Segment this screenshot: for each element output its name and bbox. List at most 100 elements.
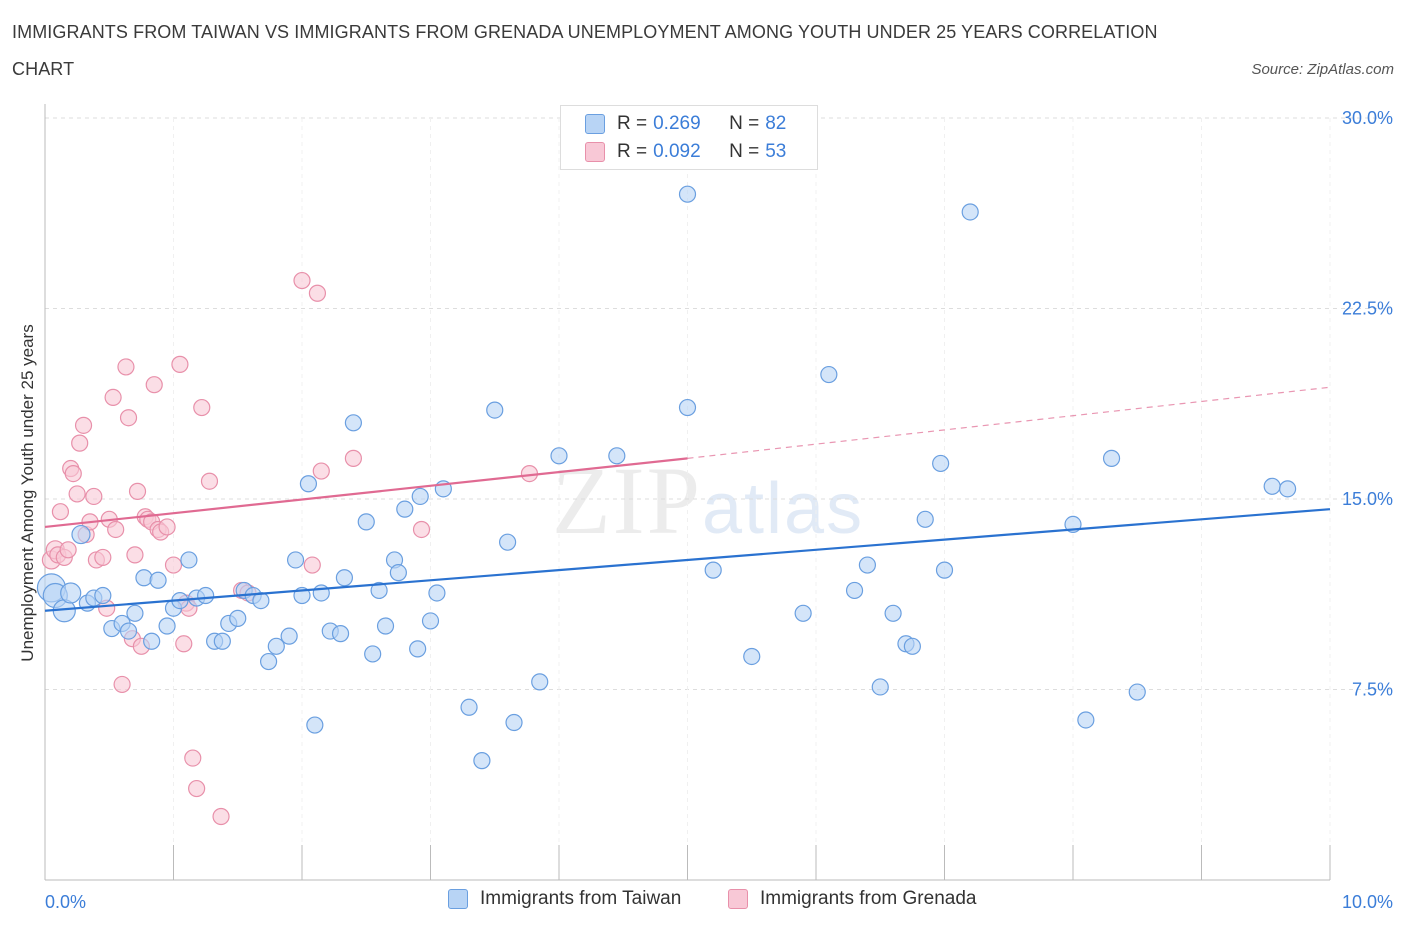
- taiwan-point: [678, 185, 697, 203]
- taiwan-point: [428, 584, 446, 602]
- taiwan-point: [531, 673, 549, 691]
- y-tick-label: 15.0%: [1342, 489, 1393, 509]
- taiwan-point: [389, 564, 407, 582]
- legend-r-value: 0.092: [653, 141, 701, 162]
- grenada-swatch: [585, 142, 605, 162]
- taiwan-point: [460, 698, 478, 716]
- legend-item-label: Immigrants from Taiwan: [480, 888, 682, 909]
- legend-n-label: N =: [729, 141, 760, 162]
- taiwan-point: [409, 640, 427, 658]
- grenada-point: [126, 546, 144, 564]
- taiwan-point: [871, 678, 889, 696]
- taiwan-point: [916, 510, 934, 528]
- grenada-point: [85, 487, 103, 506]
- taiwan-point: [1263, 477, 1281, 495]
- x-tick-label: 0.0%: [45, 892, 86, 912]
- grenada-point: [412, 520, 431, 539]
- taiwan-swatch: [585, 114, 605, 134]
- grenada-point: [303, 556, 321, 574]
- grenada-point: [104, 388, 122, 406]
- legend-n-label: N =: [729, 113, 760, 134]
- taiwan-point: [550, 447, 568, 465]
- legend-item-label: Immigrants from Grenada: [760, 888, 977, 909]
- taiwan-point: [820, 365, 838, 384]
- taiwan-trend-line: [44, 508, 1331, 612]
- grenada-point: [119, 409, 138, 427]
- taiwan-point: [286, 551, 305, 569]
- taiwan-point: [197, 586, 215, 605]
- taiwan-point: [213, 632, 231, 650]
- taiwan-point: [280, 627, 298, 645]
- y-axis-label: Unemployment Among Youth under 25 years: [18, 324, 37, 662]
- grenada-point: [212, 807, 230, 826]
- grenada-point: [107, 520, 125, 539]
- taiwan-point: [306, 716, 324, 734]
- taiwan-point: [71, 524, 91, 545]
- taiwan-point: [961, 203, 979, 221]
- taiwan-point: [1077, 711, 1095, 729]
- taiwan-swatch: [448, 889, 468, 909]
- y-tick-label: 22.5%: [1342, 299, 1393, 319]
- taiwan-point: [858, 556, 877, 574]
- grenada-trend-extension: [687, 386, 1331, 459]
- grenada-point: [113, 675, 131, 694]
- taiwan-point: [149, 571, 167, 589]
- taiwan-point: [126, 604, 144, 622]
- grenada-point: [188, 779, 206, 798]
- grenada-point: [51, 503, 70, 521]
- grenada-point: [312, 462, 330, 480]
- legend-r-value: 0.269: [653, 113, 701, 134]
- taiwan-point: [135, 569, 153, 587]
- taiwan-point: [743, 647, 761, 666]
- taiwan-point: [180, 551, 198, 569]
- y-tick-label: 30.0%: [1342, 108, 1393, 128]
- legend-row-grenada: R = 0.092 N = 53: [585, 138, 786, 166]
- taiwan-points: [36, 185, 1297, 770]
- taiwan-point: [119, 622, 138, 640]
- grenada-point: [293, 271, 311, 290]
- taiwan-point: [421, 612, 440, 630]
- taiwan-point: [932, 454, 950, 473]
- taiwan-point: [499, 533, 517, 551]
- taiwan-point: [505, 713, 523, 732]
- grenada-point: [164, 556, 183, 574]
- taiwan-point: [396, 500, 414, 518]
- trend-lines: [44, 386, 1331, 612]
- watermark-atlas: atlas: [702, 469, 865, 549]
- taiwan-point: [299, 475, 318, 493]
- legend-row-taiwan: R = 0.269 N = 82: [585, 110, 786, 138]
- legend-item-taiwan[interactable]: Immigrants from Taiwan: [448, 888, 681, 910]
- x-tick-label: 10.0%: [1342, 892, 1393, 912]
- taiwan-point: [229, 609, 247, 627]
- grenada-point: [68, 485, 86, 503]
- taiwan-point: [1128, 683, 1146, 701]
- grenada-point: [171, 355, 189, 373]
- taiwan-point: [794, 604, 812, 622]
- legend-r-label: R =: [617, 113, 648, 134]
- grenada-point: [344, 449, 362, 467]
- taiwan-point: [376, 617, 395, 635]
- taiwan-point: [608, 447, 626, 465]
- grenada-point: [94, 548, 112, 567]
- taiwan-point: [143, 632, 161, 650]
- taiwan-point: [60, 582, 82, 604]
- taiwan-point: [259, 652, 278, 671]
- taiwan-point: [344, 414, 362, 432]
- taiwan-point: [845, 581, 864, 600]
- legend-item-grenada[interactable]: Immigrants from Grenada: [728, 888, 976, 910]
- chart-title: IMMIGRANTS FROM TAIWAN VS IMMIGRANTS FRO…: [12, 22, 1158, 79]
- taiwan-point: [704, 561, 722, 579]
- tick-labels: 7.5% 15.0% 22.5% 30.0% 0.0% 10.0%: [45, 108, 1393, 912]
- stats-legend: R = 0.269 N = 82 R = 0.092 N = 53: [560, 105, 818, 170]
- grenada-trend-line: [44, 457, 688, 529]
- grenada-point: [193, 398, 211, 417]
- grenada-point: [74, 416, 93, 434]
- grenada-point: [175, 635, 193, 653]
- source-label: Source: ZipAtlas.com: [1251, 61, 1394, 78]
- grenada-point: [145, 376, 163, 394]
- grenada-point: [117, 358, 135, 376]
- taiwan-point: [411, 487, 429, 506]
- legend-r-label: R =: [617, 141, 648, 162]
- grenada-point: [308, 284, 327, 302]
